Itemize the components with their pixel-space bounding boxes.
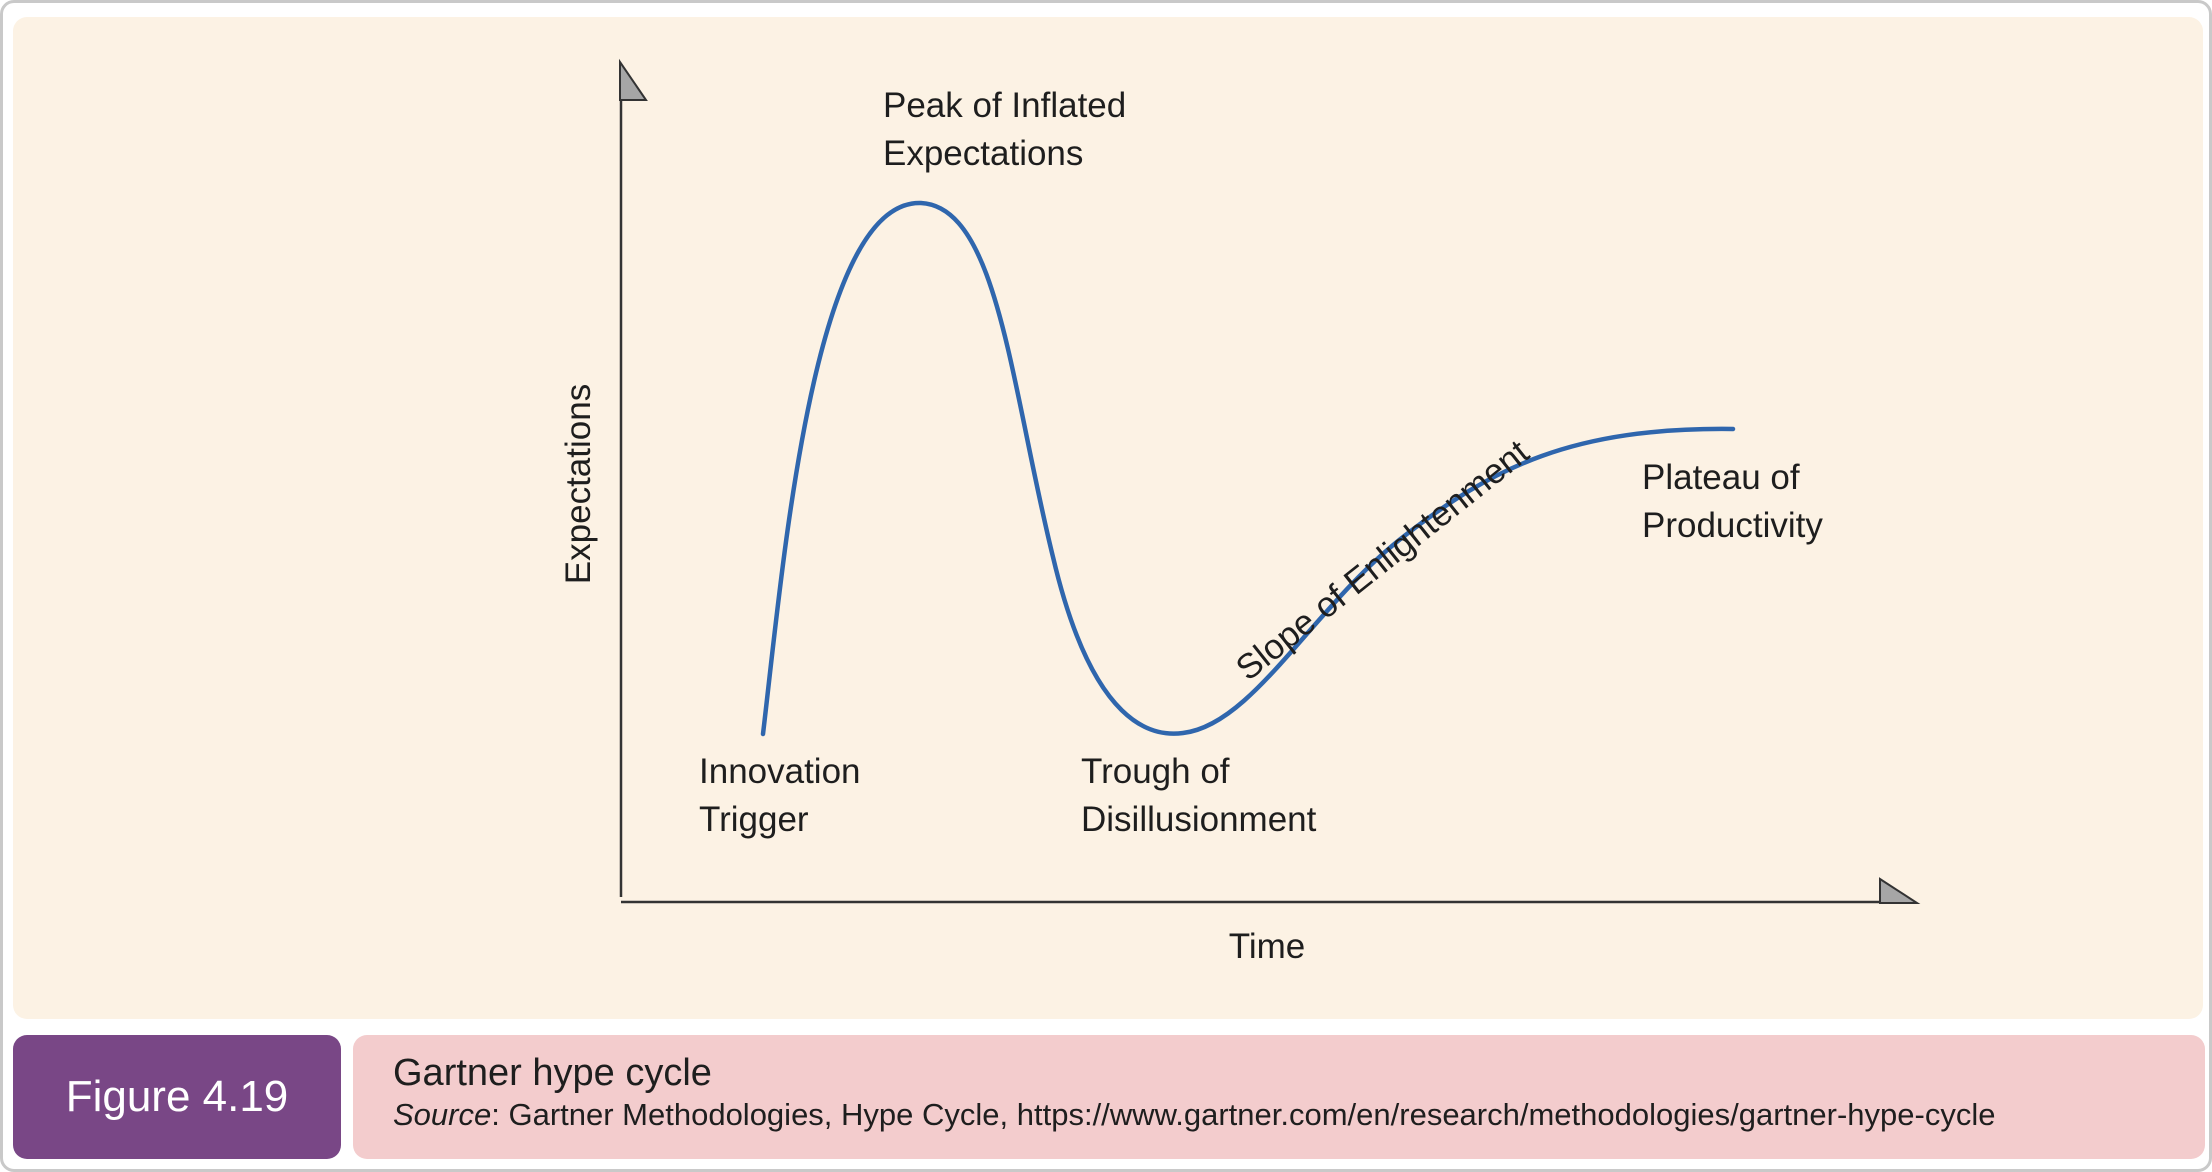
label-peak-line-1: Peak of Inflated [883,86,1126,125]
label-innovation-line-1: Innovation [699,752,861,791]
y-axis-label: Expectations [559,384,598,584]
label-trough: Trough of Disillusionment [1081,752,1317,839]
caption-source: Source: Gartner Methodologies, Hype Cycl… [393,1095,2205,1135]
caption-box: Gartner hype cycle Source: Gartner Metho… [353,1035,2205,1159]
label-slope: Slope of Enlightenment [1229,432,1537,688]
y-axis-arrow-icon [619,58,648,101]
label-plateau-line-1: Plateau of [1642,458,1800,497]
label-trough-line-2: Disillusionment [1081,800,1317,839]
diagram-panel: Expectations Time Peak of Inflated Expec… [13,17,2203,1019]
label-trough-line-1: Trough of [1081,752,1230,791]
hype-cycle-diagram: Expectations Time Peak of Inflated Expec… [559,58,1921,966]
label-innovation-line-2: Trigger [699,800,809,839]
hype-curve [760,200,1736,737]
x-axis-label: Time [1229,927,1305,966]
source-text: : Gartner Methodologies, Hype Cycle, htt… [491,1097,1996,1132]
label-peak: Peak of Inflated Expectations [883,86,1136,173]
label-plateau-line-2: Productivity [1642,506,1823,545]
label-peak-line-2: Expectations [883,134,1083,173]
source-label: Source [393,1097,492,1132]
figure-number-badge: Figure 4.19 [13,1035,341,1159]
x-axis-arrow-icon [1879,877,1921,904]
caption-title: Gartner hype cycle [393,1052,712,1094]
label-plateau: Plateau of Productivity [1642,458,1823,545]
label-innovation-trigger: Innovation Trigger [699,752,870,839]
figure-number: Figure 4.19 [65,1072,289,1121]
caption-row: Figure 4.19 Gartner hype cycle Source: G… [13,1035,2205,1159]
